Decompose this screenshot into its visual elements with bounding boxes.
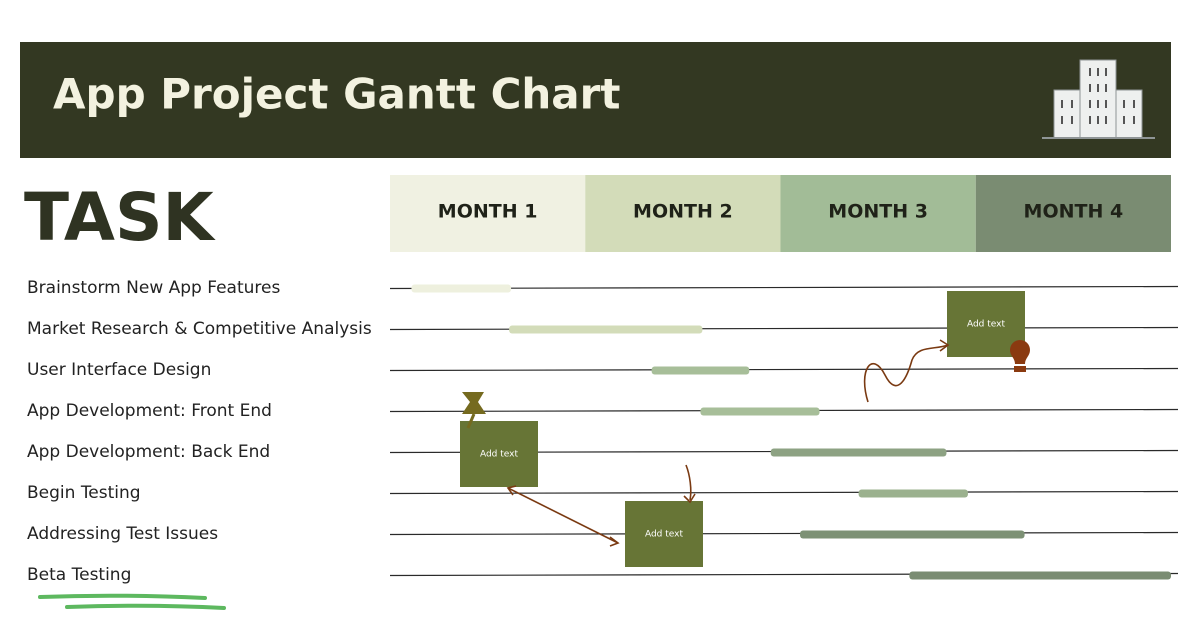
note-text: Add text: [645, 530, 684, 540]
row-line: [389, 285, 1179, 290]
month-label: MONTH 3: [828, 201, 928, 223]
row-line: [389, 531, 1179, 536]
task-bar: [909, 571, 1171, 580]
title: App Project Gantt Chart: [53, 70, 620, 119]
note-text: Add text: [480, 450, 519, 460]
task-label: App Development: Front End: [27, 401, 272, 421]
decorations: [462, 339, 1030, 547]
task-label: Begin Testing: [27, 483, 141, 503]
task-label: Brainstorm New App Features: [27, 278, 280, 298]
note-box: [460, 421, 538, 487]
task-label: Beta Testing: [27, 565, 131, 585]
task-label: Addressing Test Issues: [27, 524, 218, 544]
row-line: [389, 326, 1179, 331]
header-bar: [20, 42, 1171, 158]
task-bar: [800, 530, 1025, 539]
task-label: Market Research & Competitive Analysis: [27, 319, 372, 339]
row-line: [389, 367, 1179, 372]
month-label: MONTH 4: [1024, 201, 1124, 223]
month-header: [390, 175, 586, 252]
month-label: MONTH 2: [633, 201, 733, 223]
note-text: Add text: [967, 320, 1006, 330]
task-label: App Development: Back End: [27, 442, 270, 462]
month-label: MONTH 1: [438, 201, 538, 223]
task-bar: [509, 325, 703, 334]
underline: [38, 593, 226, 610]
note-box: [625, 501, 703, 567]
task-bar: [858, 489, 968, 498]
task-bar: [411, 284, 512, 293]
month-header: [585, 175, 781, 252]
notes: Add text Add text Add text: [460, 291, 1025, 567]
task-label: User Interface Design: [27, 360, 211, 380]
row-line: [389, 490, 1179, 495]
task-bar: [651, 366, 750, 375]
building-icon: [1042, 59, 1155, 139]
month-header: [780, 175, 976, 252]
month-header: [975, 175, 1171, 252]
gantt-grid: MONTH 1 MONTH 2 MONTH 3 MONTH 4 Brainstorm N…: [27, 175, 1179, 585]
task-bar: [770, 448, 947, 457]
task-heading: TASK: [24, 179, 217, 256]
task-bar: [700, 407, 820, 416]
